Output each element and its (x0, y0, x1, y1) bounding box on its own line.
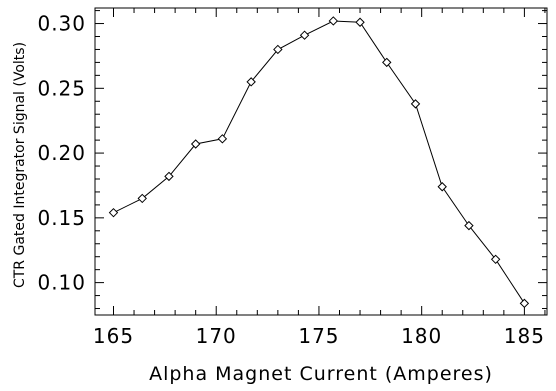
x-tick-label: 185 (504, 324, 545, 348)
x-tick-label: 175 (298, 324, 339, 348)
data-point-marker (490, 254, 501, 265)
data-point-marker (519, 298, 530, 309)
data-point-marker (382, 57, 392, 68)
data-point-marker (464, 220, 474, 231)
data-point-marker (108, 207, 119, 218)
x-axis-title: Alpha Magnet Current (Amperes) (149, 363, 493, 385)
data-markers (108, 16, 530, 309)
data-point-marker (299, 30, 310, 40)
data-point-marker (246, 77, 256, 87)
x-tick-label: 170 (196, 324, 237, 348)
y-tick-label: 0.30 (37, 12, 86, 36)
x-tick-labels: 165 170 175 180 185 (93, 324, 545, 348)
series-line (113, 20, 525, 304)
x-tick-label: 180 (401, 324, 442, 348)
data-point-marker (355, 17, 365, 27)
data-point-marker (437, 182, 447, 192)
x-tick-label: 165 (93, 324, 134, 348)
data-point-marker (137, 193, 147, 204)
data-point-marker (164, 171, 174, 182)
y-tick-label: 0.10 (37, 271, 86, 295)
plot-frame (94, 7, 548, 316)
data-point-marker (273, 44, 283, 55)
data-point-marker (217, 134, 228, 144)
y-tick-label: 0.25 (37, 76, 86, 100)
data-point-marker (410, 99, 421, 109)
axis-ticks (95, 8, 547, 315)
data-point-marker (190, 139, 201, 149)
y-tick-labels: 0.10 0.15 0.20 0.25 0.30 (37, 12, 86, 295)
y-axis-title: CTR Gated Integrator Signal (Volts) (12, 42, 28, 288)
y-tick-label: 0.20 (37, 141, 86, 165)
data-point-marker (328, 16, 339, 26)
y-tick-label: 0.15 (37, 206, 86, 230)
